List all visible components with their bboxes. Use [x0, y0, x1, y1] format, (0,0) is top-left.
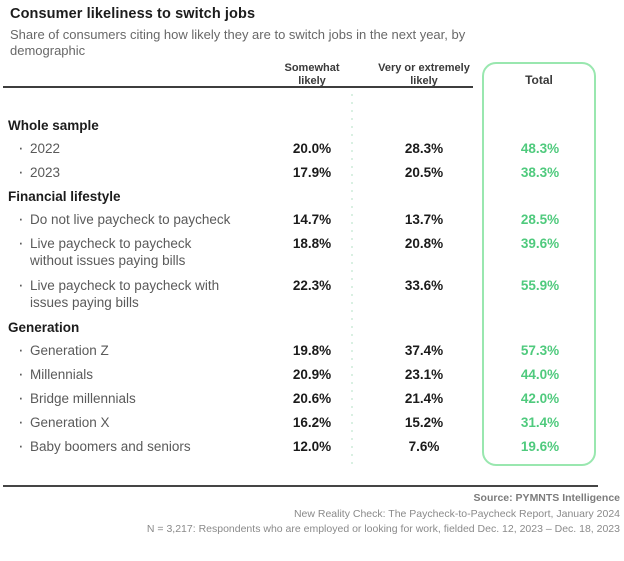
- row-label-cell: · Do not live paycheck to paycheck: [8, 209, 272, 228]
- table-row: · Millennials 20.9% 23.1% 44.0%: [8, 363, 584, 387]
- bullet-icon: ·: [18, 364, 24, 383]
- row-label: Millennials: [30, 367, 94, 382]
- row-label-cell: · Generation Z: [8, 340, 272, 359]
- bullet-icon: ·: [18, 388, 24, 407]
- bullet-icon: ·: [18, 436, 24, 455]
- somewhat-likely-value: 20.6%: [292, 391, 332, 406]
- row-label: 2023: [30, 165, 61, 180]
- bullet-icon: ·: [18, 209, 24, 228]
- very-extremely-likely-value: 28.3%: [404, 141, 444, 156]
- very-extremely-likely-value: 33.6%: [404, 278, 444, 293]
- row-label-cell: · 2023: [8, 162, 272, 181]
- column-header-very-extremely-likely-label: Very or extremely likely: [378, 62, 470, 87]
- figure-title: Consumer likeliness to switch jobs: [10, 6, 256, 22]
- row-label: Generation Z: [30, 343, 109, 358]
- very-extremely-likely-value: 37.4%: [404, 343, 444, 358]
- row-label: Generation X: [30, 415, 110, 430]
- table-row: · Bridge millennials 20.6% 21.4% 42.0%: [8, 387, 584, 411]
- column-header-very-extremely-likely: Very or extremely likely: [352, 60, 496, 88]
- somewhat-likely-value: 16.2%: [292, 415, 332, 430]
- total-column-highlight-box: [482, 62, 596, 466]
- very-extremely-likely-value: 13.7%: [404, 212, 444, 227]
- total-value: 31.4%: [520, 415, 560, 430]
- table-row: · 2022 20.0% 28.3% 48.3%: [8, 137, 584, 161]
- very-extremely-likely-value: 20.5%: [404, 165, 444, 180]
- footer-source-line: Source: PYMNTS Intelligence: [473, 492, 620, 504]
- table-row: · Generation Z 19.8% 37.4% 57.3%: [8, 339, 584, 363]
- row-label-cell: · 2022: [8, 138, 272, 157]
- bullet-icon: ·: [18, 233, 24, 252]
- row-label: Live paycheck to paycheck without issues…: [30, 236, 192, 268]
- row-label-cell: · Millennials: [8, 364, 272, 383]
- row-label: 2022: [30, 141, 61, 156]
- somewhat-likely-value: 20.9%: [292, 367, 332, 382]
- total-value: 38.3%: [520, 165, 560, 180]
- row-label: Live paycheck to paycheck with issues pa…: [30, 278, 220, 310]
- footer-divider-line: [3, 485, 598, 487]
- row-label: Do not live paycheck to paycheck: [30, 212, 231, 227]
- total-value: 48.3%: [520, 141, 560, 156]
- column-dotted-divider: [351, 94, 353, 466]
- row-label-cell: · Baby boomers and seniors: [8, 436, 272, 455]
- row-label-cell: · Live paycheck to paycheck with issues …: [8, 275, 272, 311]
- very-extremely-likely-value: 21.4%: [404, 391, 444, 406]
- row-label-cell: · Generation X: [8, 412, 272, 431]
- total-value: 44.0%: [520, 367, 560, 382]
- somewhat-likely-value: 18.8%: [292, 236, 332, 251]
- very-extremely-likely-value: 15.2%: [404, 415, 444, 430]
- footer: Source: PYMNTS Intelligence New Reality …: [4, 491, 620, 538]
- column-header-somewhat-likely-label: Somewhat likely: [284, 62, 340, 87]
- very-extremely-likely-value: 20.8%: [404, 236, 444, 251]
- column-header-somewhat-likely: Somewhat likely: [272, 60, 352, 88]
- bullet-icon: ·: [18, 162, 24, 181]
- somewhat-likely-value: 20.0%: [292, 141, 332, 156]
- footer-report-line: New Reality Check: The Paycheck-to-Paych…: [293, 507, 620, 520]
- table-row: · Live paycheck to paycheck without issu…: [8, 232, 584, 274]
- somewhat-likely-value: 12.0%: [292, 439, 332, 454]
- table-row: · Live paycheck to paycheck with issues …: [8, 274, 584, 316]
- figure-subtitle: Share of consumers citing how likely the…: [10, 27, 466, 58]
- table-body: Whole sample · 2022 20.0% 28.3% 48.3% · …: [8, 92, 584, 459]
- somewhat-likely-value: 22.3%: [292, 278, 332, 293]
- footer-sample-line: N = 3,217: Respondents who are employed …: [146, 523, 620, 535]
- bullet-icon: ·: [18, 340, 24, 359]
- table-row: · 2023 17.9% 20.5% 38.3%: [8, 161, 584, 185]
- bullet-icon: ·: [18, 412, 24, 431]
- section-header: Whole sample: [8, 118, 99, 133]
- row-label: Bridge millennials: [30, 391, 136, 406]
- row-label: Baby boomers and seniors: [30, 439, 191, 454]
- row-label-cell: · Live paycheck to paycheck without issu…: [8, 233, 272, 269]
- total-value: 19.6%: [520, 439, 560, 454]
- very-extremely-likely-value: 7.6%: [408, 439, 440, 454]
- section-header: Financial lifestyle: [8, 189, 121, 204]
- header-divider-line: [3, 86, 473, 88]
- somewhat-likely-value: 19.8%: [292, 343, 332, 358]
- table-row: · Generation X 16.2% 15.2% 31.4%: [8, 411, 584, 435]
- somewhat-likely-value: 17.9%: [292, 165, 332, 180]
- row-label-cell: · Bridge millennials: [8, 388, 272, 407]
- table-row: · Baby boomers and seniors 12.0% 7.6% 19…: [8, 435, 584, 459]
- column-header-total: Total: [525, 73, 553, 87]
- total-value: 39.6%: [520, 236, 560, 251]
- section-header: Generation: [8, 320, 80, 335]
- table-row: · Do not live paycheck to paycheck 14.7%…: [8, 208, 584, 232]
- total-value: 42.0%: [520, 391, 560, 406]
- bullet-icon: ·: [18, 275, 24, 294]
- total-value: 57.3%: [520, 343, 560, 358]
- total-value: 28.5%: [520, 212, 560, 227]
- somewhat-likely-value: 14.7%: [292, 212, 332, 227]
- bullet-icon: ·: [18, 138, 24, 157]
- very-extremely-likely-value: 23.1%: [404, 367, 444, 382]
- total-value: 55.9%: [520, 278, 560, 293]
